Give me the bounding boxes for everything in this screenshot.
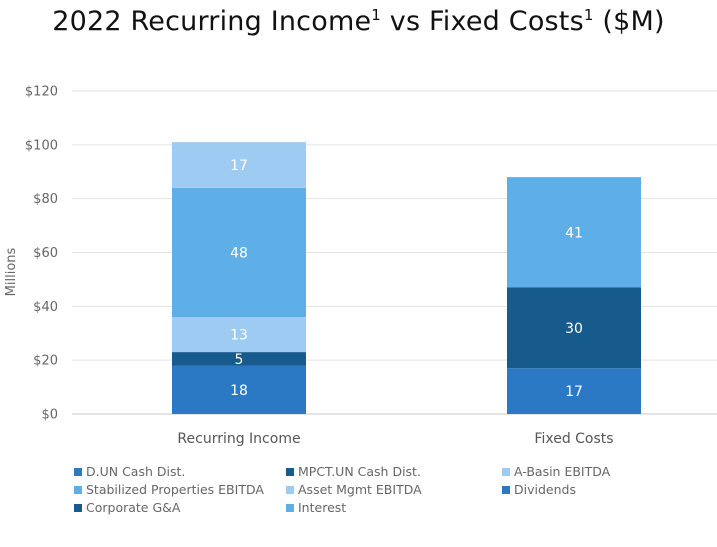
legend-item: Asset Mgmt EBITDA: [286, 482, 422, 497]
legend-label: Asset Mgmt EBITDA: [298, 482, 422, 497]
legend-swatch: [74, 467, 82, 476]
bar-segment: [507, 177, 641, 288]
data-label: 13: [230, 328, 248, 344]
bar-segment: [507, 368, 641, 414]
data-label: 5: [235, 352, 244, 368]
y-axis-label: Millions: [4, 247, 19, 296]
y-tick-label: $60: [33, 246, 58, 261]
x-category-label: Recurring Income: [177, 431, 300, 447]
legend-label: Corporate G&A: [86, 500, 181, 515]
legend-label: MPCT.UN Cash Dist.: [298, 464, 421, 479]
y-tick-label: $120: [25, 85, 58, 100]
y-tick-label: $100: [25, 138, 58, 153]
legend-label: Interest: [298, 500, 347, 515]
y-tick-label: $0: [41, 408, 58, 423]
bar-segment: [507, 287, 641, 369]
bar-segment: [172, 352, 306, 366]
legend-swatch: [502, 467, 510, 476]
legend-label: A-Basin EBITDA: [514, 464, 611, 479]
legend-item: D.UN Cash Dist.: [74, 464, 185, 479]
legend-item: Dividends: [502, 482, 576, 497]
legend-swatch: [502, 485, 510, 494]
legend-item: A-Basin EBITDA: [502, 464, 610, 479]
chart-title: 2022 Recurring Income1 vs Fixed Costs1 (…: [52, 6, 665, 37]
y-tick-label: $80: [33, 192, 58, 207]
bar-segment: [172, 365, 306, 414]
legend-item: Interest: [286, 500, 346, 515]
bar-segment: [172, 187, 306, 318]
data-label: 48: [230, 246, 248, 262]
legend-swatch: [74, 485, 82, 494]
bar-segment: [172, 142, 306, 188]
data-label: 18: [230, 383, 248, 399]
bar-segment: [172, 317, 306, 353]
x-category-label: Fixed Costs: [534, 431, 613, 447]
legend-swatch: [286, 503, 294, 512]
legend-swatch: [286, 485, 294, 494]
y-tick-label: $40: [33, 300, 58, 315]
data-label: 30: [565, 321, 583, 337]
data-label: 17: [565, 384, 583, 400]
legend-item: MPCT.UN Cash Dist.: [286, 464, 421, 479]
legend-swatch: [74, 503, 82, 512]
legend-item: Corporate G&A: [74, 500, 180, 515]
legend-label: Dividends: [514, 482, 576, 497]
y-tick-label: $20: [33, 354, 58, 369]
data-label: 17: [230, 158, 248, 174]
legend-item: Stabilized Properties EBITDA: [74, 482, 264, 497]
legend-swatch: [286, 467, 294, 476]
data-label: 41: [565, 225, 583, 241]
legend-label: Stabilized Properties EBITDA: [86, 482, 264, 497]
legend-label: D.UN Cash Dist.: [86, 464, 186, 479]
